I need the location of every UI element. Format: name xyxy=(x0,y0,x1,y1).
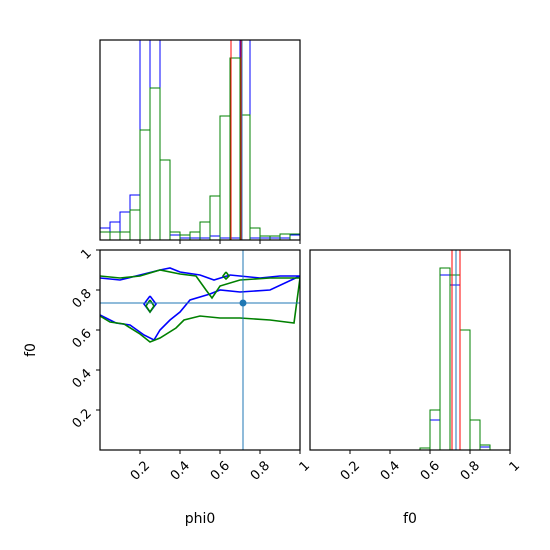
plot-area xyxy=(310,250,510,450)
x-tick-label: 0.6 xyxy=(208,458,233,483)
histogram-bin xyxy=(199,221,211,240)
histogram-bin xyxy=(459,329,471,450)
x-tick-label: 0.4 xyxy=(378,458,403,483)
y-tick-label: 0.8 xyxy=(70,286,95,311)
contour-line xyxy=(100,269,300,343)
histogram-bin xyxy=(159,159,171,240)
x-axis-label: f0 xyxy=(403,511,417,527)
histogram-bin xyxy=(169,234,181,240)
axes-frame xyxy=(309,249,511,451)
histogram-bin xyxy=(279,233,291,240)
histogram-bin xyxy=(159,159,171,240)
y-tick-label: 0.4 xyxy=(70,366,95,391)
histogram-bin xyxy=(119,211,131,240)
histogram-bin xyxy=(100,231,111,240)
histogram-bin xyxy=(459,329,471,450)
contour-line xyxy=(100,267,300,342)
contour-line xyxy=(145,299,155,314)
histogram-bin xyxy=(479,444,491,450)
histogram-bin xyxy=(129,209,141,240)
y-tick-label: 1 xyxy=(78,246,94,262)
histogram-bin xyxy=(429,419,441,450)
contour-line xyxy=(221,271,231,281)
plot-area xyxy=(100,250,300,450)
histogram-bin xyxy=(109,221,121,240)
truth-point xyxy=(239,299,247,307)
x-tick-label: 0.8 xyxy=(248,458,273,483)
histogram-bin xyxy=(239,114,251,240)
histogram-bin xyxy=(289,233,300,240)
histogram-bin xyxy=(100,227,111,240)
histogram-bin xyxy=(469,419,481,450)
histogram-bin xyxy=(129,194,141,240)
histogram-bin xyxy=(439,267,451,450)
y-tick-label: 0.6 xyxy=(70,326,95,351)
histogram-bin xyxy=(189,231,201,240)
x-tick-label: 1 xyxy=(507,458,523,474)
plot-area xyxy=(100,40,300,240)
x-tick-label: 0.2 xyxy=(128,458,153,483)
histogram-bin xyxy=(429,409,441,450)
histogram-bin xyxy=(469,419,481,450)
histogram-bin xyxy=(109,231,121,240)
histogram-bin xyxy=(119,231,131,240)
histogram-bin xyxy=(439,274,451,450)
x-tick-label: 0.6 xyxy=(418,458,443,483)
histogram-bin xyxy=(219,115,231,240)
histogram-bin xyxy=(169,231,181,240)
x-tick-label: 0.2 xyxy=(338,458,363,483)
x-axis-label: phi0 xyxy=(185,511,216,527)
histogram-bin xyxy=(209,235,221,240)
x-tick-label: 0.8 xyxy=(458,458,483,483)
x-tick-label: 0.4 xyxy=(168,458,193,483)
axes-frame xyxy=(99,39,301,241)
x-tick-label: 1 xyxy=(297,458,313,474)
histogram-bin xyxy=(209,195,221,240)
histogram-bin xyxy=(249,227,261,240)
histogram-bin xyxy=(149,87,161,240)
histogram-bin xyxy=(149,40,161,240)
contour-line xyxy=(143,295,157,314)
y-axis-label: f0 xyxy=(23,343,39,357)
axes-frame xyxy=(99,249,301,451)
histogram-bin xyxy=(139,40,151,240)
y-tick-label: 0.2 xyxy=(70,406,95,431)
histogram-bin xyxy=(139,129,151,240)
histogram-bin xyxy=(289,234,300,240)
